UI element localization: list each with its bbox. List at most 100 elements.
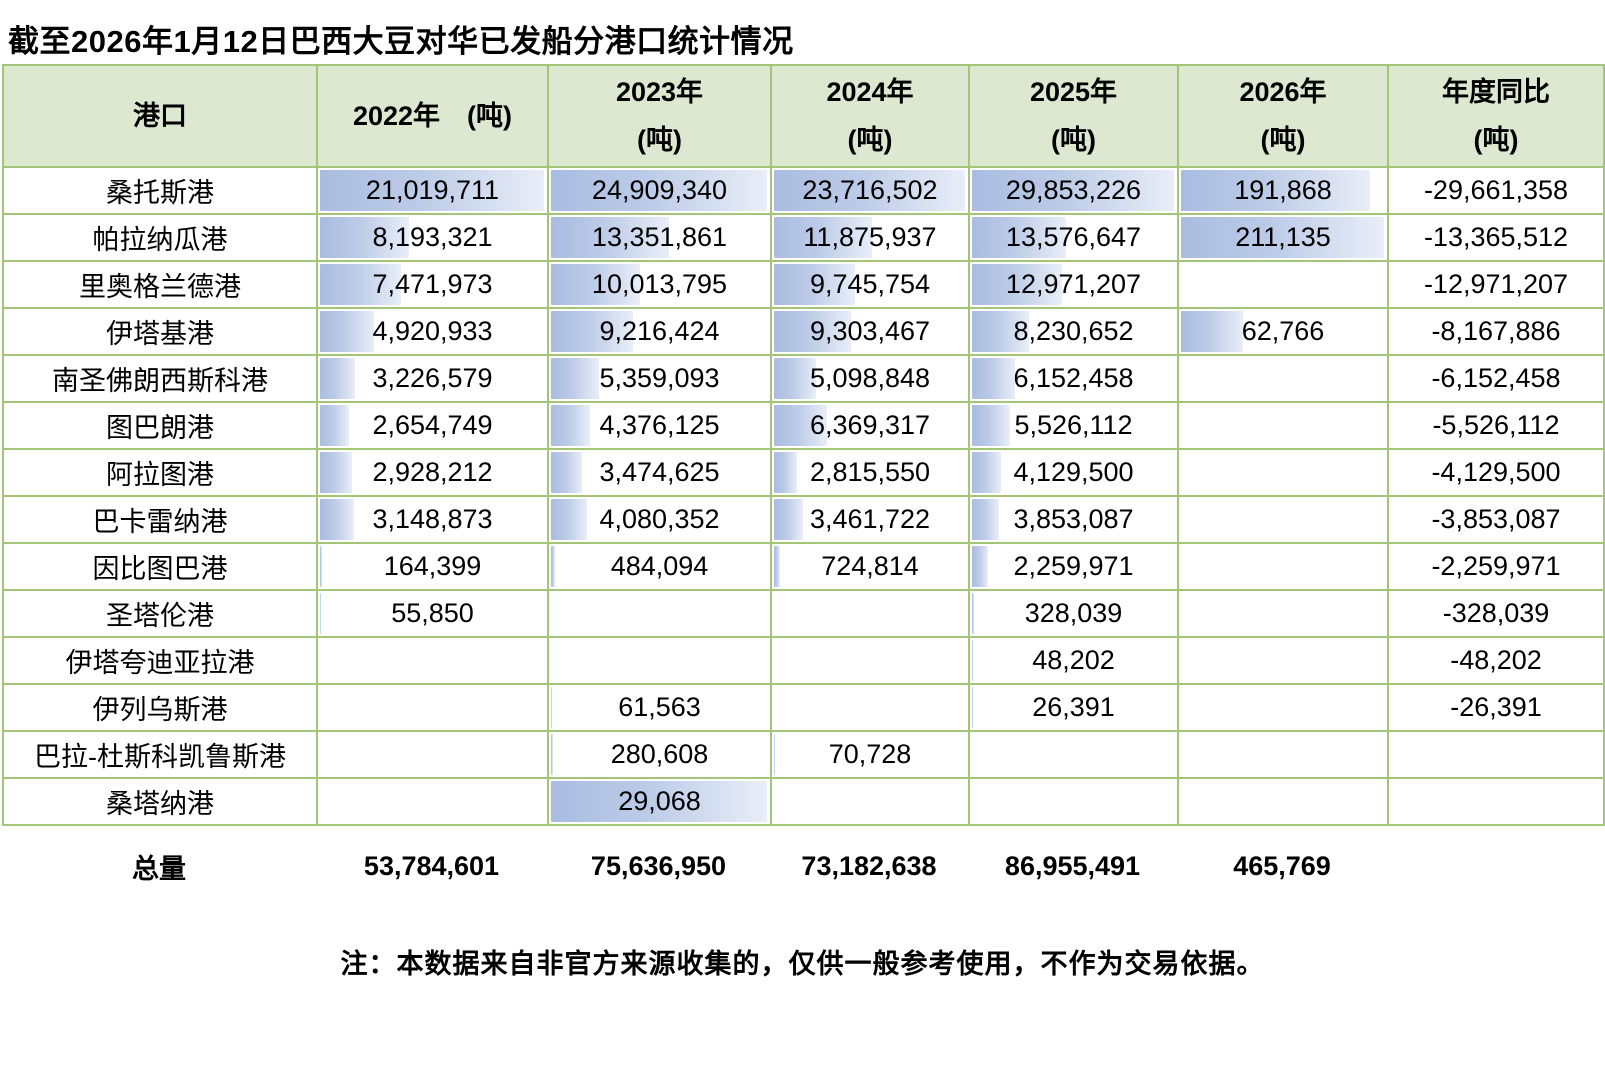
value-cell [1177,260,1389,309]
cell-value: 4,920,933 [372,316,493,346]
total-2023: 75,636,950 [590,850,727,881]
data-bar [551,311,633,352]
column-header-2022: 2022年 (吨) [316,64,549,168]
value-cell: 9,745,754 [770,260,970,309]
table-body: 桑托斯港 21,019,711 24,909,340 23,716,502 29,853… [2,166,1605,826]
cell-value: 7,471,973 [372,269,493,299]
cell-value: 3,148,873 [372,504,493,534]
footnote: 注：本数据来自非官方来源收集的，仅供一般参考使用，不作为交易依据。 [340,949,1265,979]
value-cell: 55,850 [316,589,549,638]
header-line: (吨) [1260,125,1306,155]
cell-value: -13,365,512 [1423,222,1569,252]
data-bar [320,311,374,352]
value-cell [547,589,772,638]
value-cell [770,636,970,685]
header-line: 年度同比 [1442,77,1550,107]
column-header-port: 港口 [2,64,318,168]
header-line: (吨) [1473,125,1519,155]
table-row: 巴卡雷纳港 3,148,873 4,080,352 3,461,722 3,853,08… [2,495,1605,544]
header-row: 港口 2022年 (吨) 2023年 (吨) 2024年 (吨) 2025年 (… [2,64,1605,168]
data-bar [972,593,975,634]
table-header: 港口 2022年 (吨) 2023年 (吨) 2024年 (吨) 2025年 (… [2,64,1605,168]
data-bar [1181,170,1371,211]
cell-value: 9,216,424 [599,316,720,346]
cell-value: 5,098,848 [809,363,931,393]
value-cell [1177,354,1389,403]
cell-value: 5,359,093 [599,363,720,393]
cell-value: 13,351,861 [591,222,728,252]
cell-value: -8,167,886 [1431,316,1561,346]
value-cell [316,683,549,732]
table-row: 巴拉-杜斯科凯鲁斯港 280,608 70,728 [2,730,1605,779]
value-cell: 2,259,971 [968,542,1179,591]
data-bar [551,734,554,775]
value-cell [1177,589,1389,638]
value-cell: 29,068 [547,777,772,826]
data-bar [972,546,988,587]
value-cell [770,589,970,638]
cell-value: 3,474,625 [599,457,720,487]
cell-value: 13,576,647 [1005,222,1142,252]
table-row: 伊列乌斯港 61,563 26,391 -26,391 [2,683,1605,732]
port-name-cell: 桑托斯港 [2,166,318,215]
table-row: 伊塔基港 4,920,933 9,216,424 9,303,467 8,230,652… [2,307,1605,356]
value-cell [1177,542,1389,591]
column-header-2026: 2026年 (吨) [1177,64,1389,168]
cell-value: 29,068 [618,786,701,816]
cell-value: 280,608 [610,739,709,769]
data-bar [320,546,322,587]
data-bar [774,734,775,775]
header-line: (吨) [847,125,893,155]
value-cell: 13,351,861 [547,213,772,262]
value-cell [547,636,772,685]
table-row: 南圣佛朗西斯科港 3,226,579 5,359,093 5,098,848 6,152… [2,354,1605,403]
column-header-2023: 2023年 (吨) [547,64,772,168]
cell-value: 9,745,754 [809,269,931,299]
port-name-cell: 图巴朗港 [2,401,318,450]
value-cell: -8,167,886 [1387,307,1605,356]
cell-value: 29,853,226 [1005,175,1142,205]
value-cell: 48,202 [968,636,1179,685]
value-cell [1177,730,1389,779]
cell-value: 4,129,500 [1013,457,1134,487]
value-cell [770,683,970,732]
cell-value: 24,909,340 [591,175,728,205]
value-cell: 8,230,652 [968,307,1179,356]
cell-value: 211,135 [1235,222,1331,252]
header-line: 2026年 [1239,77,1327,107]
data-bar [551,405,590,446]
value-cell: 5,526,112 [968,401,1179,450]
cell-value: 484,094 [610,551,709,581]
header-line: (吨) [637,125,682,155]
value-cell: 2,928,212 [316,448,549,497]
cell-value: 8,230,652 [1013,316,1134,346]
value-cell: 10,013,795 [547,260,772,309]
total-2022: 53,784,601 [363,850,500,881]
value-cell: 3,474,625 [547,448,772,497]
data-bar [972,499,999,540]
ports-table: 港口 2022年 (吨) 2023年 (吨) 2024年 (吨) 2025年 (… [2,64,1605,826]
cell-value: -48,202 [1450,645,1542,675]
data-bar [774,358,817,399]
value-cell [968,777,1179,826]
value-cell: 24,909,340 [547,166,772,215]
data-bar [320,499,355,540]
table-row: 帕拉纳瓜港 8,193,321 13,351,861 11,875,937 13,576… [2,213,1605,262]
value-cell: 6,152,458 [968,354,1179,403]
port-name-cell: 帕拉纳瓜港 [2,213,318,262]
value-cell: 23,716,502 [770,166,970,215]
port-name-cell: 里奥格兰德港 [2,260,318,309]
data-bar [320,452,352,493]
page-title: 截至2026年1月12日巴西大豆对华已发船分港口统计情况 [8,24,794,59]
value-cell: 3,461,722 [770,495,970,544]
cell-value: -328,039 [1442,598,1550,628]
data-bar [551,546,556,587]
cell-value: 21,019,711 [365,175,500,205]
data-bar [551,452,582,493]
port-name-cell: 巴卡雷纳港 [2,495,318,544]
totals-row: 总量 53,784,601 75,636,950 73,182,638 86,9… [2,838,1603,894]
value-cell: 3,853,087 [968,495,1179,544]
port-name-cell: 巴拉-杜斯科凯鲁斯港 [2,730,318,779]
data-bar [774,170,965,211]
value-cell [1177,777,1389,826]
